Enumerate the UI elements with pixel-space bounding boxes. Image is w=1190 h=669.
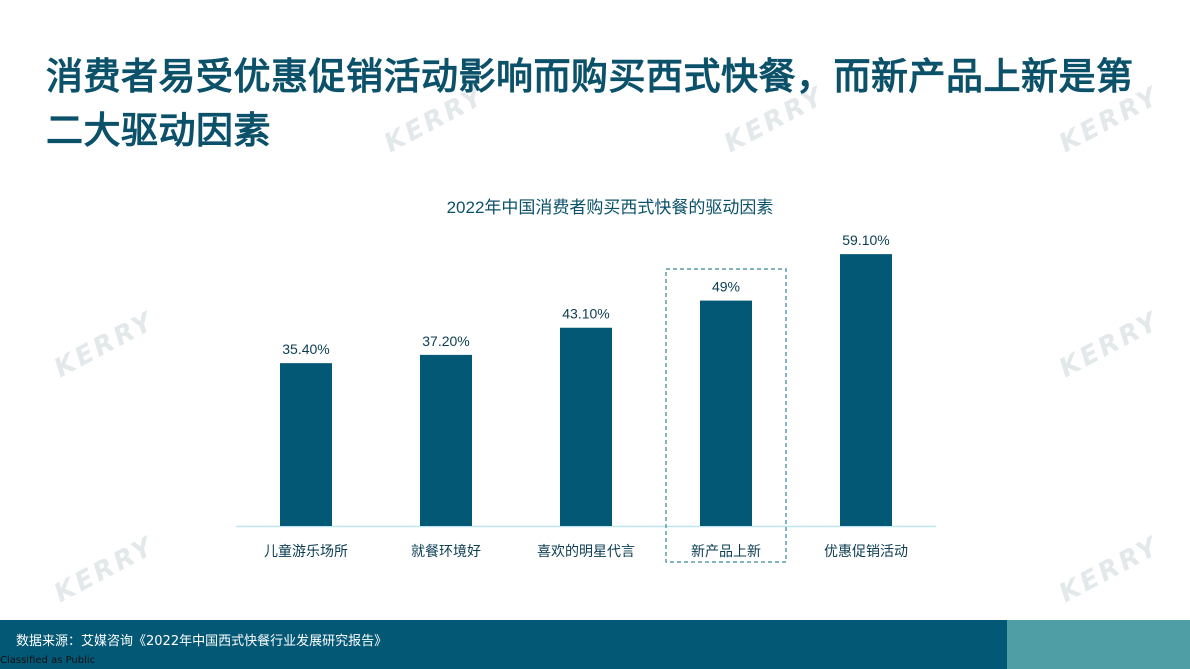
classification-label: Classified as Public: [0, 655, 96, 666]
data-label: 49%: [712, 279, 740, 295]
data-label: 37.20%: [422, 333, 469, 349]
bar-4: [840, 254, 892, 526]
category-label: 就餐环境好: [411, 543, 481, 559]
footer-accent: [1007, 620, 1190, 669]
bar-2: [560, 327, 612, 526]
source-note: 数据来源：艾媒咨询《2022年中国西式快餐行业发展研究报告》: [16, 634, 388, 649]
highlight-box: [665, 268, 787, 563]
data-label: 35.40%: [282, 341, 329, 357]
chart-title: 2022年中国消费者购买西式快餐的驱动因素: [447, 198, 774, 217]
data-label: 59.10%: [842, 232, 889, 248]
category-label: 新产品上新: [691, 543, 761, 559]
category-label: 儿童游乐场所: [264, 543, 348, 559]
headline: 消费者易受优惠促销活动影响而购买西式快餐，而新产品上新是第二大驱动因素: [46, 55, 1134, 152]
bar-0: [280, 363, 332, 526]
footer-bar: 数据来源：艾媒咨询《2022年中国西式快餐行业发展研究报告》 Classifie…: [0, 620, 1007, 669]
category-label: 喜欢的明星代言: [537, 543, 635, 559]
bar-1: [420, 354, 472, 526]
bar-chart: 2022年中国消费者购买西式快餐的驱动因素 35.40% 儿童游乐场所 37.20%…: [236, 198, 936, 563]
data-label: 43.10%: [562, 306, 609, 322]
bar-3: [700, 300, 752, 526]
category-label: 优惠促销活动: [824, 543, 908, 559]
